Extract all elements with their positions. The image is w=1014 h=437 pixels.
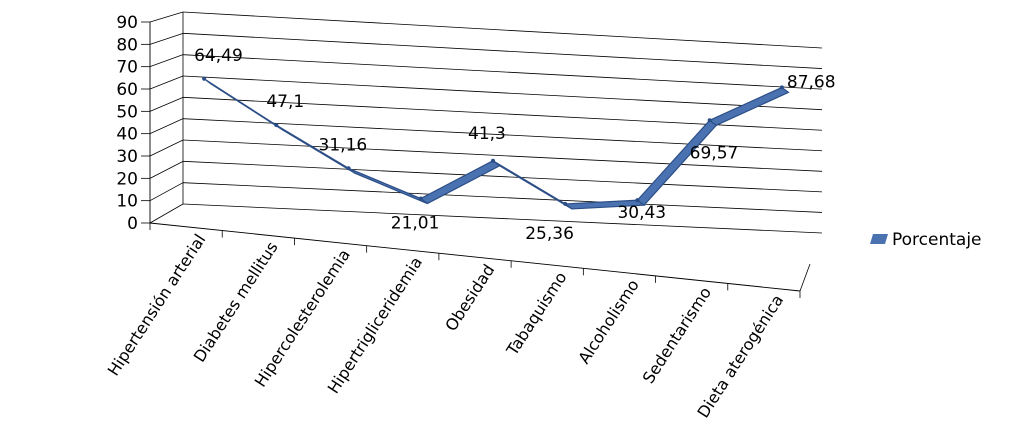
y-tick-label: 30	[116, 147, 138, 167]
gridline-side	[149, 139, 184, 157]
data-label: 21,01	[391, 214, 440, 234]
data-label: 47,1	[266, 92, 304, 112]
data-label: 30,43	[617, 203, 666, 223]
gridline-side	[149, 182, 184, 202]
y-tick-label: 40	[116, 125, 138, 145]
gridline-back	[182, 54, 823, 90]
data-point	[418, 196, 423, 201]
x-category-label: Sedentarismo	[639, 283, 715, 386]
y-tick-label: 60	[116, 80, 138, 100]
gridline-side	[149, 75, 184, 90]
gridline-back	[182, 75, 823, 111]
gridline-side	[149, 54, 184, 68]
data-point	[346, 166, 351, 171]
data-label: 64,49	[194, 46, 243, 66]
data-label: 69,57	[690, 143, 739, 163]
data-point	[274, 123, 279, 128]
gridline-back	[182, 182, 823, 213]
gridline-side	[149, 32, 184, 45]
series-segment	[708, 86, 790, 126]
y-tick-label: 20	[116, 169, 138, 189]
gridline-back	[182, 32, 823, 69]
y-tick-label: 10	[116, 192, 138, 212]
y-tick-label: 80	[116, 35, 138, 55]
series-porcentaje	[202, 76, 790, 210]
x-category-label: Tabaquismo	[502, 268, 570, 359]
gridline-back	[182, 160, 823, 193]
gridline-side	[149, 118, 184, 135]
x-axis-line	[149, 222, 801, 292]
gridline-back	[182, 203, 823, 234]
series-segment	[348, 167, 428, 205]
floor-right-edge	[799, 263, 811, 292]
x-category-label: Dieta aterogénica	[693, 291, 787, 421]
data-point	[491, 158, 495, 163]
gridline-side	[149, 11, 184, 23]
y-tick-label: 70	[116, 58, 138, 78]
series-segment	[492, 160, 573, 210]
data-label: 41,3	[468, 124, 506, 144]
y-tick-label: 90	[116, 13, 138, 33]
y-tick-label: 50	[116, 102, 138, 122]
gridline-back	[182, 139, 823, 172]
data-label: 87,68	[787, 72, 836, 92]
data-label: 31,16	[319, 135, 368, 155]
data-point	[563, 201, 568, 206]
data-point	[635, 198, 640, 203]
data-point	[779, 85, 784, 90]
gridlines	[149, 11, 823, 234]
x-category-label: Alcoholismo	[574, 276, 643, 367]
data-labels: 64,49 47,1 31,16 21,01 41,3 25,36 30,43 69,57 87…	[194, 46, 835, 244]
y-tick-label: 0	[127, 214, 138, 234]
legend: Porcentaje	[870, 230, 982, 250]
gridline-side	[149, 160, 184, 179]
data-point	[202, 76, 207, 81]
x-category-label: Obesidad	[441, 261, 498, 335]
data-point	[707, 118, 712, 123]
gridline-back	[182, 118, 823, 152]
gridline-side	[149, 96, 184, 112]
legend-swatch	[870, 234, 888, 244]
axes	[141, 12, 811, 298]
data-label: 25,36	[525, 224, 574, 244]
legend-label: Porcentaje	[892, 230, 982, 250]
gridline-side	[149, 203, 184, 224]
x-category-label: Diabetes mellitus	[190, 238, 282, 365]
gridline-back	[182, 11, 823, 49]
